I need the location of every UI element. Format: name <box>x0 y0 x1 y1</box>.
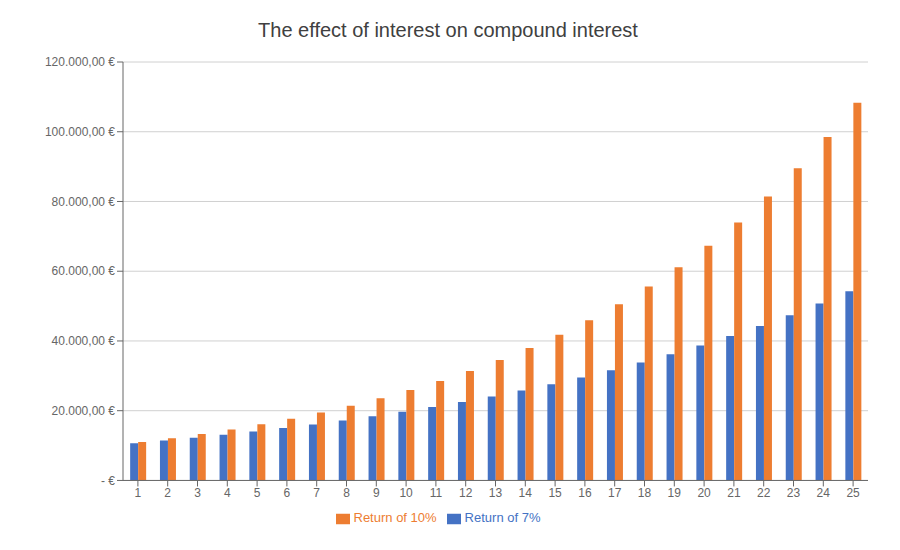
svg-text:12: 12 <box>459 486 473 500</box>
svg-text:11: 11 <box>430 486 443 500</box>
svg-text:80.000,00 €: 80.000,00 € <box>52 195 116 209</box>
svg-text:23: 23 <box>787 486 801 500</box>
svg-text:24: 24 <box>817 486 831 500</box>
svg-text:18: 18 <box>638 486 652 500</box>
svg-text:- €: - € <box>101 474 115 488</box>
svg-text:10: 10 <box>399 486 413 500</box>
svg-text:13: 13 <box>489 486 503 500</box>
svg-text:100.000,00 €: 100.000,00 € <box>45 125 115 139</box>
svg-text:14: 14 <box>519 486 533 500</box>
html-text:Return of 10%: Return of 10% <box>353 510 437 526</box>
svg-text:6: 6 <box>284 486 291 500</box>
svg-text:20: 20 <box>697 486 711 500</box>
svg-text:5: 5 <box>254 486 261 500</box>
svg-text:3: 3 <box>194 486 201 500</box>
svg-text:8: 8 <box>343 486 350 500</box>
svg-text:17: 17 <box>608 486 622 500</box>
svg-text:1: 1 <box>135 486 142 500</box>
svg-text:20.000,00 €: 20.000,00 € <box>52 404 116 418</box>
svg-text:4: 4 <box>224 486 231 500</box>
svg-text:22: 22 <box>757 486 771 500</box>
svg-text:19: 19 <box>668 486 682 500</box>
svg-text:21: 21 <box>727 486 741 500</box>
html-text:Return of 7%: Return of 7% <box>464 510 541 526</box>
svg-text:25: 25 <box>846 486 860 500</box>
svg-text:15: 15 <box>548 486 562 500</box>
svg-text:60.000,00 €: 60.000,00 € <box>52 264 116 278</box>
svg-text:2: 2 <box>164 486 171 500</box>
svg-text:120.000,00 €: 120.000,00 € <box>45 55 115 69</box>
svg-text:9: 9 <box>373 486 380 500</box>
svg-text:16: 16 <box>578 486 592 500</box>
svg-text:40.000,00 €: 40.000,00 € <box>52 334 116 348</box>
html-text:The effect of interest on comp: The effect of interest on compound inter… <box>258 19 638 41</box>
svg-text:7: 7 <box>313 486 320 500</box>
